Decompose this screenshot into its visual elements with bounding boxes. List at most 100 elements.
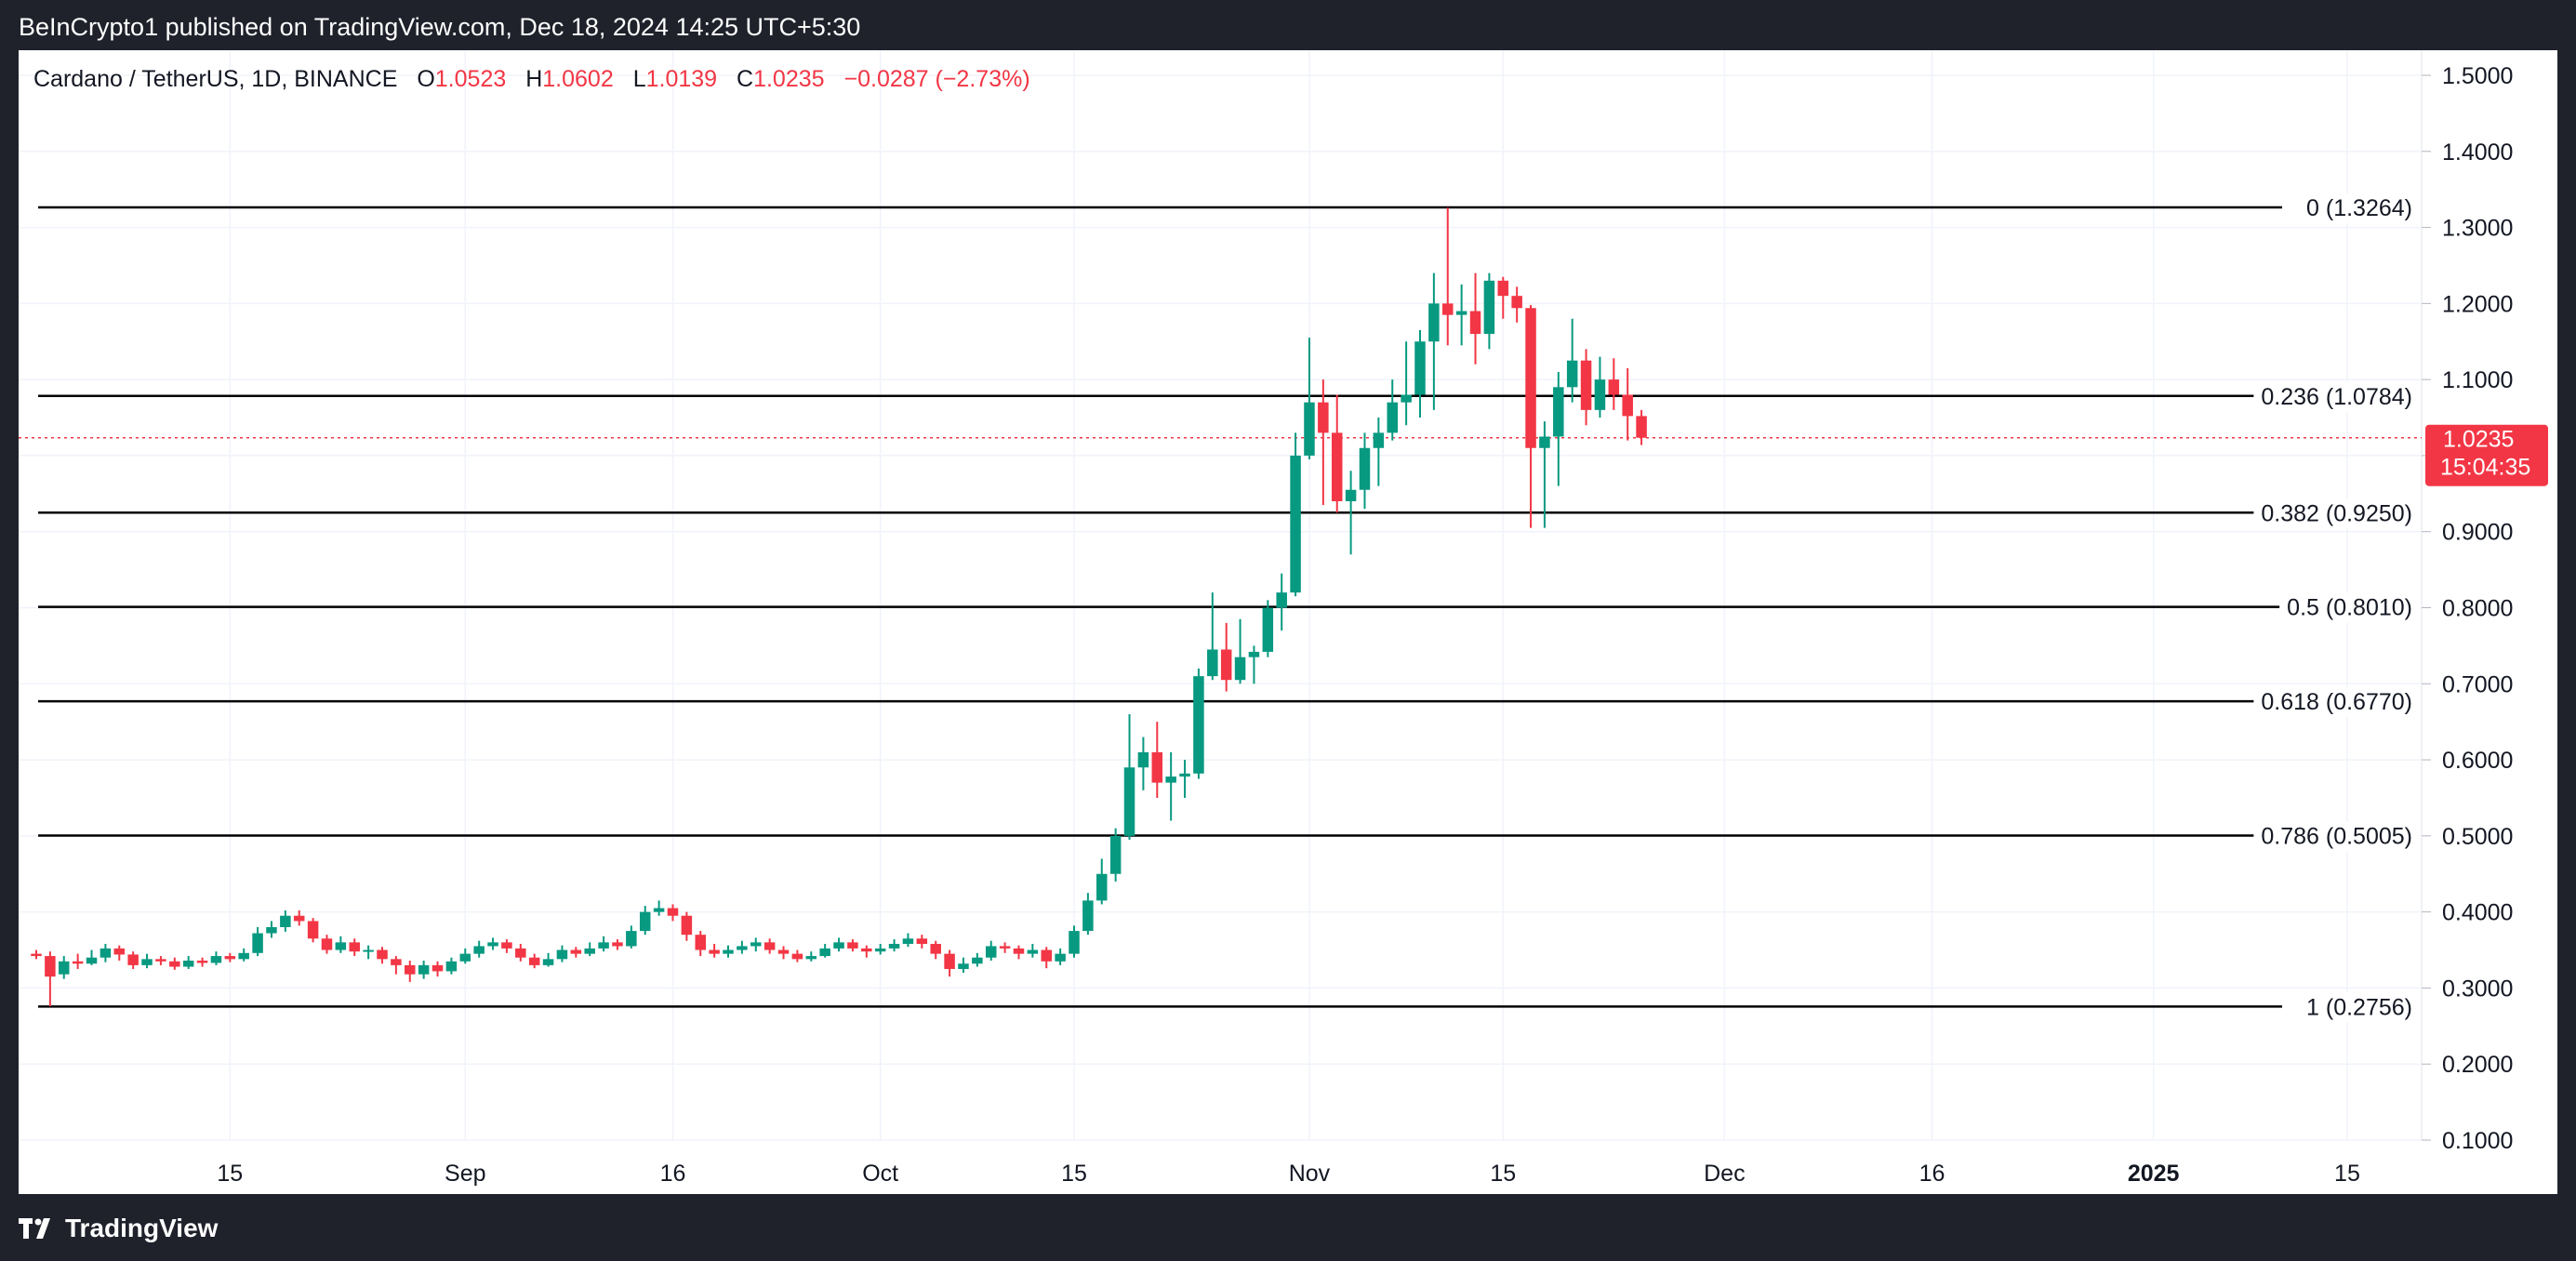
candle[interactable] bbox=[833, 937, 844, 952]
candlestick-chart[interactable]: 0 (1.3264) 0.236 (1.0784) 0.382 (0.9250) 0.… bbox=[19, 50, 2576, 1194]
candle[interactable] bbox=[1525, 304, 1536, 528]
candle[interactable] bbox=[874, 943, 886, 955]
candle[interactable] bbox=[861, 945, 872, 958]
candle[interactable] bbox=[1414, 329, 1426, 418]
candle[interactable] bbox=[1636, 409, 1647, 445]
candle[interactable] bbox=[405, 960, 416, 982]
candle[interactable] bbox=[1428, 272, 1440, 410]
candle[interactable] bbox=[182, 956, 194, 969]
candle[interactable] bbox=[1539, 421, 1550, 528]
candle[interactable] bbox=[1387, 379, 1398, 441]
candle[interactable] bbox=[626, 925, 637, 949]
candle[interactable] bbox=[888, 939, 900, 952]
candle[interactable] bbox=[1359, 432, 1371, 510]
candle[interactable] bbox=[100, 943, 112, 962]
candle[interactable] bbox=[653, 900, 665, 916]
candle[interactable] bbox=[916, 935, 928, 949]
candle[interactable] bbox=[764, 938, 776, 954]
candle[interactable] bbox=[349, 938, 360, 957]
candle[interactable] bbox=[1373, 418, 1385, 486]
candle[interactable] bbox=[473, 940, 485, 958]
candle[interactable] bbox=[1165, 751, 1176, 821]
candle[interactable] bbox=[59, 956, 70, 979]
candle[interactable] bbox=[695, 931, 706, 957]
candle[interactable] bbox=[972, 952, 983, 967]
candle[interactable] bbox=[1290, 432, 1301, 597]
candle[interactable] bbox=[1580, 349, 1592, 426]
candle[interactable] bbox=[418, 960, 430, 979]
candle[interactable] bbox=[750, 937, 762, 952]
candle[interactable] bbox=[612, 939, 623, 950]
candle[interactable] bbox=[1123, 714, 1135, 840]
candle[interactable] bbox=[1082, 893, 1094, 936]
candle[interactable] bbox=[1013, 945, 1025, 960]
candle[interactable] bbox=[141, 953, 153, 969]
candle[interactable] bbox=[113, 945, 126, 961]
candle[interactable] bbox=[363, 945, 374, 960]
candle[interactable] bbox=[1096, 858, 1108, 905]
candle[interactable] bbox=[169, 957, 180, 970]
candle[interactable] bbox=[459, 948, 471, 964]
candle[interactable] bbox=[252, 927, 263, 957]
chart-panel[interactable]: 0 (1.3264) 0.236 (1.0784) 0.382 (0.9250) 0.… bbox=[19, 50, 2576, 1194]
candle[interactable] bbox=[280, 910, 291, 932]
candle[interactable] bbox=[1401, 341, 1412, 426]
candle[interactable] bbox=[1027, 943, 1039, 958]
candle[interactable] bbox=[1262, 600, 1274, 657]
candle[interactable] bbox=[777, 946, 790, 960]
candle[interactable] bbox=[556, 945, 568, 962]
candle[interactable] bbox=[1622, 367, 1633, 441]
candle[interactable] bbox=[45, 951, 56, 1007]
fib-retracement[interactable]: 0 (1.3264) 0.236 (1.0784) 0.382 (0.9250) 0.… bbox=[38, 192, 2420, 1023]
candle[interactable] bbox=[847, 939, 858, 952]
candle[interactable] bbox=[1553, 371, 1564, 486]
candle[interactable] bbox=[584, 942, 595, 957]
candle[interactable] bbox=[958, 957, 969, 974]
candle[interactable] bbox=[432, 961, 444, 977]
candle[interactable] bbox=[570, 947, 582, 958]
candles[interactable] bbox=[31, 207, 1647, 1007]
candle[interactable] bbox=[1483, 272, 1495, 350]
candle[interactable] bbox=[1220, 622, 1232, 692]
candle[interactable] bbox=[1442, 207, 1454, 346]
candle[interactable] bbox=[805, 951, 817, 962]
candle[interactable] bbox=[791, 949, 803, 962]
candle[interactable] bbox=[196, 957, 208, 967]
candle[interactable] bbox=[1151, 722, 1163, 798]
candle[interactable] bbox=[127, 951, 139, 969]
candle[interactable] bbox=[1207, 592, 1218, 681]
candle[interactable] bbox=[501, 939, 512, 953]
candle[interactable] bbox=[210, 951, 222, 965]
candle[interactable] bbox=[1608, 358, 1620, 410]
candle[interactable] bbox=[1248, 645, 1260, 684]
candle[interactable] bbox=[224, 952, 236, 962]
candle[interactable] bbox=[31, 949, 42, 960]
candle[interactable] bbox=[1511, 286, 1522, 323]
candle[interactable] bbox=[1566, 318, 1578, 403]
candle[interactable] bbox=[1234, 618, 1246, 684]
candle[interactable] bbox=[723, 945, 734, 958]
candle[interactable] bbox=[639, 906, 651, 936]
candle[interactable] bbox=[819, 943, 830, 958]
candle[interactable] bbox=[542, 952, 554, 967]
candle[interactable] bbox=[1304, 338, 1315, 460]
candle[interactable] bbox=[335, 936, 347, 953]
candle[interactable] bbox=[238, 948, 249, 962]
candle[interactable] bbox=[598, 936, 609, 952]
candle[interactable] bbox=[681, 911, 693, 941]
candle[interactable] bbox=[487, 937, 498, 950]
candle[interactable] bbox=[999, 942, 1011, 953]
candle[interactable] bbox=[377, 947, 388, 964]
candle[interactable] bbox=[1594, 356, 1606, 418]
candle[interactable] bbox=[1069, 925, 1080, 958]
candle[interactable] bbox=[293, 910, 305, 926]
candle[interactable] bbox=[1455, 284, 1467, 346]
candle[interactable] bbox=[266, 921, 277, 938]
candle[interactable] bbox=[737, 940, 748, 954]
candle[interactable] bbox=[1193, 668, 1204, 779]
candle[interactable] bbox=[515, 943, 526, 962]
candle[interactable] bbox=[155, 956, 166, 965]
candle[interactable] bbox=[1469, 272, 1481, 365]
candle[interactable] bbox=[391, 956, 402, 975]
tradingview-logo[interactable]: TradingView bbox=[19, 1214, 218, 1242]
